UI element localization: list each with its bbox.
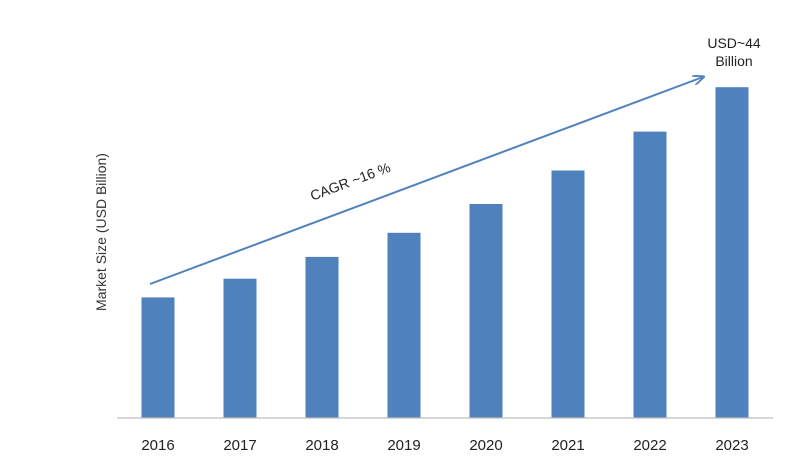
bar-2017 (223, 278, 257, 418)
final-value-label-line1: USD~44 (707, 35, 761, 51)
bar-2016 (141, 297, 175, 418)
x-tick-2021: 2021 (551, 437, 584, 454)
bar-2021 (551, 170, 585, 418)
bar-2022 (633, 131, 667, 418)
x-tick-2020: 2020 (469, 437, 502, 454)
x-tick-2018: 2018 (305, 437, 338, 454)
bar-2019 (387, 232, 421, 418)
bar-2020 (469, 204, 503, 418)
x-tick-2017: 2017 (223, 437, 256, 454)
x-tick-2023: 2023 (715, 437, 748, 454)
bars-group (141, 87, 749, 418)
x-tick-2016: 2016 (141, 437, 174, 454)
x-tick-labels: 2016 2017 2018 2019 2020 2021 2022 2023 (141, 437, 748, 454)
y-axis-label: Market Size (USD Billion) (93, 153, 109, 311)
x-tick-2022: 2022 (633, 437, 666, 454)
x-tick-2019: 2019 (387, 437, 420, 454)
final-value-label-line2: Billion (715, 53, 752, 69)
bar-2018 (305, 256, 339, 418)
bar-2023 (715, 87, 749, 418)
cagr-arrow (149, 77, 703, 285)
